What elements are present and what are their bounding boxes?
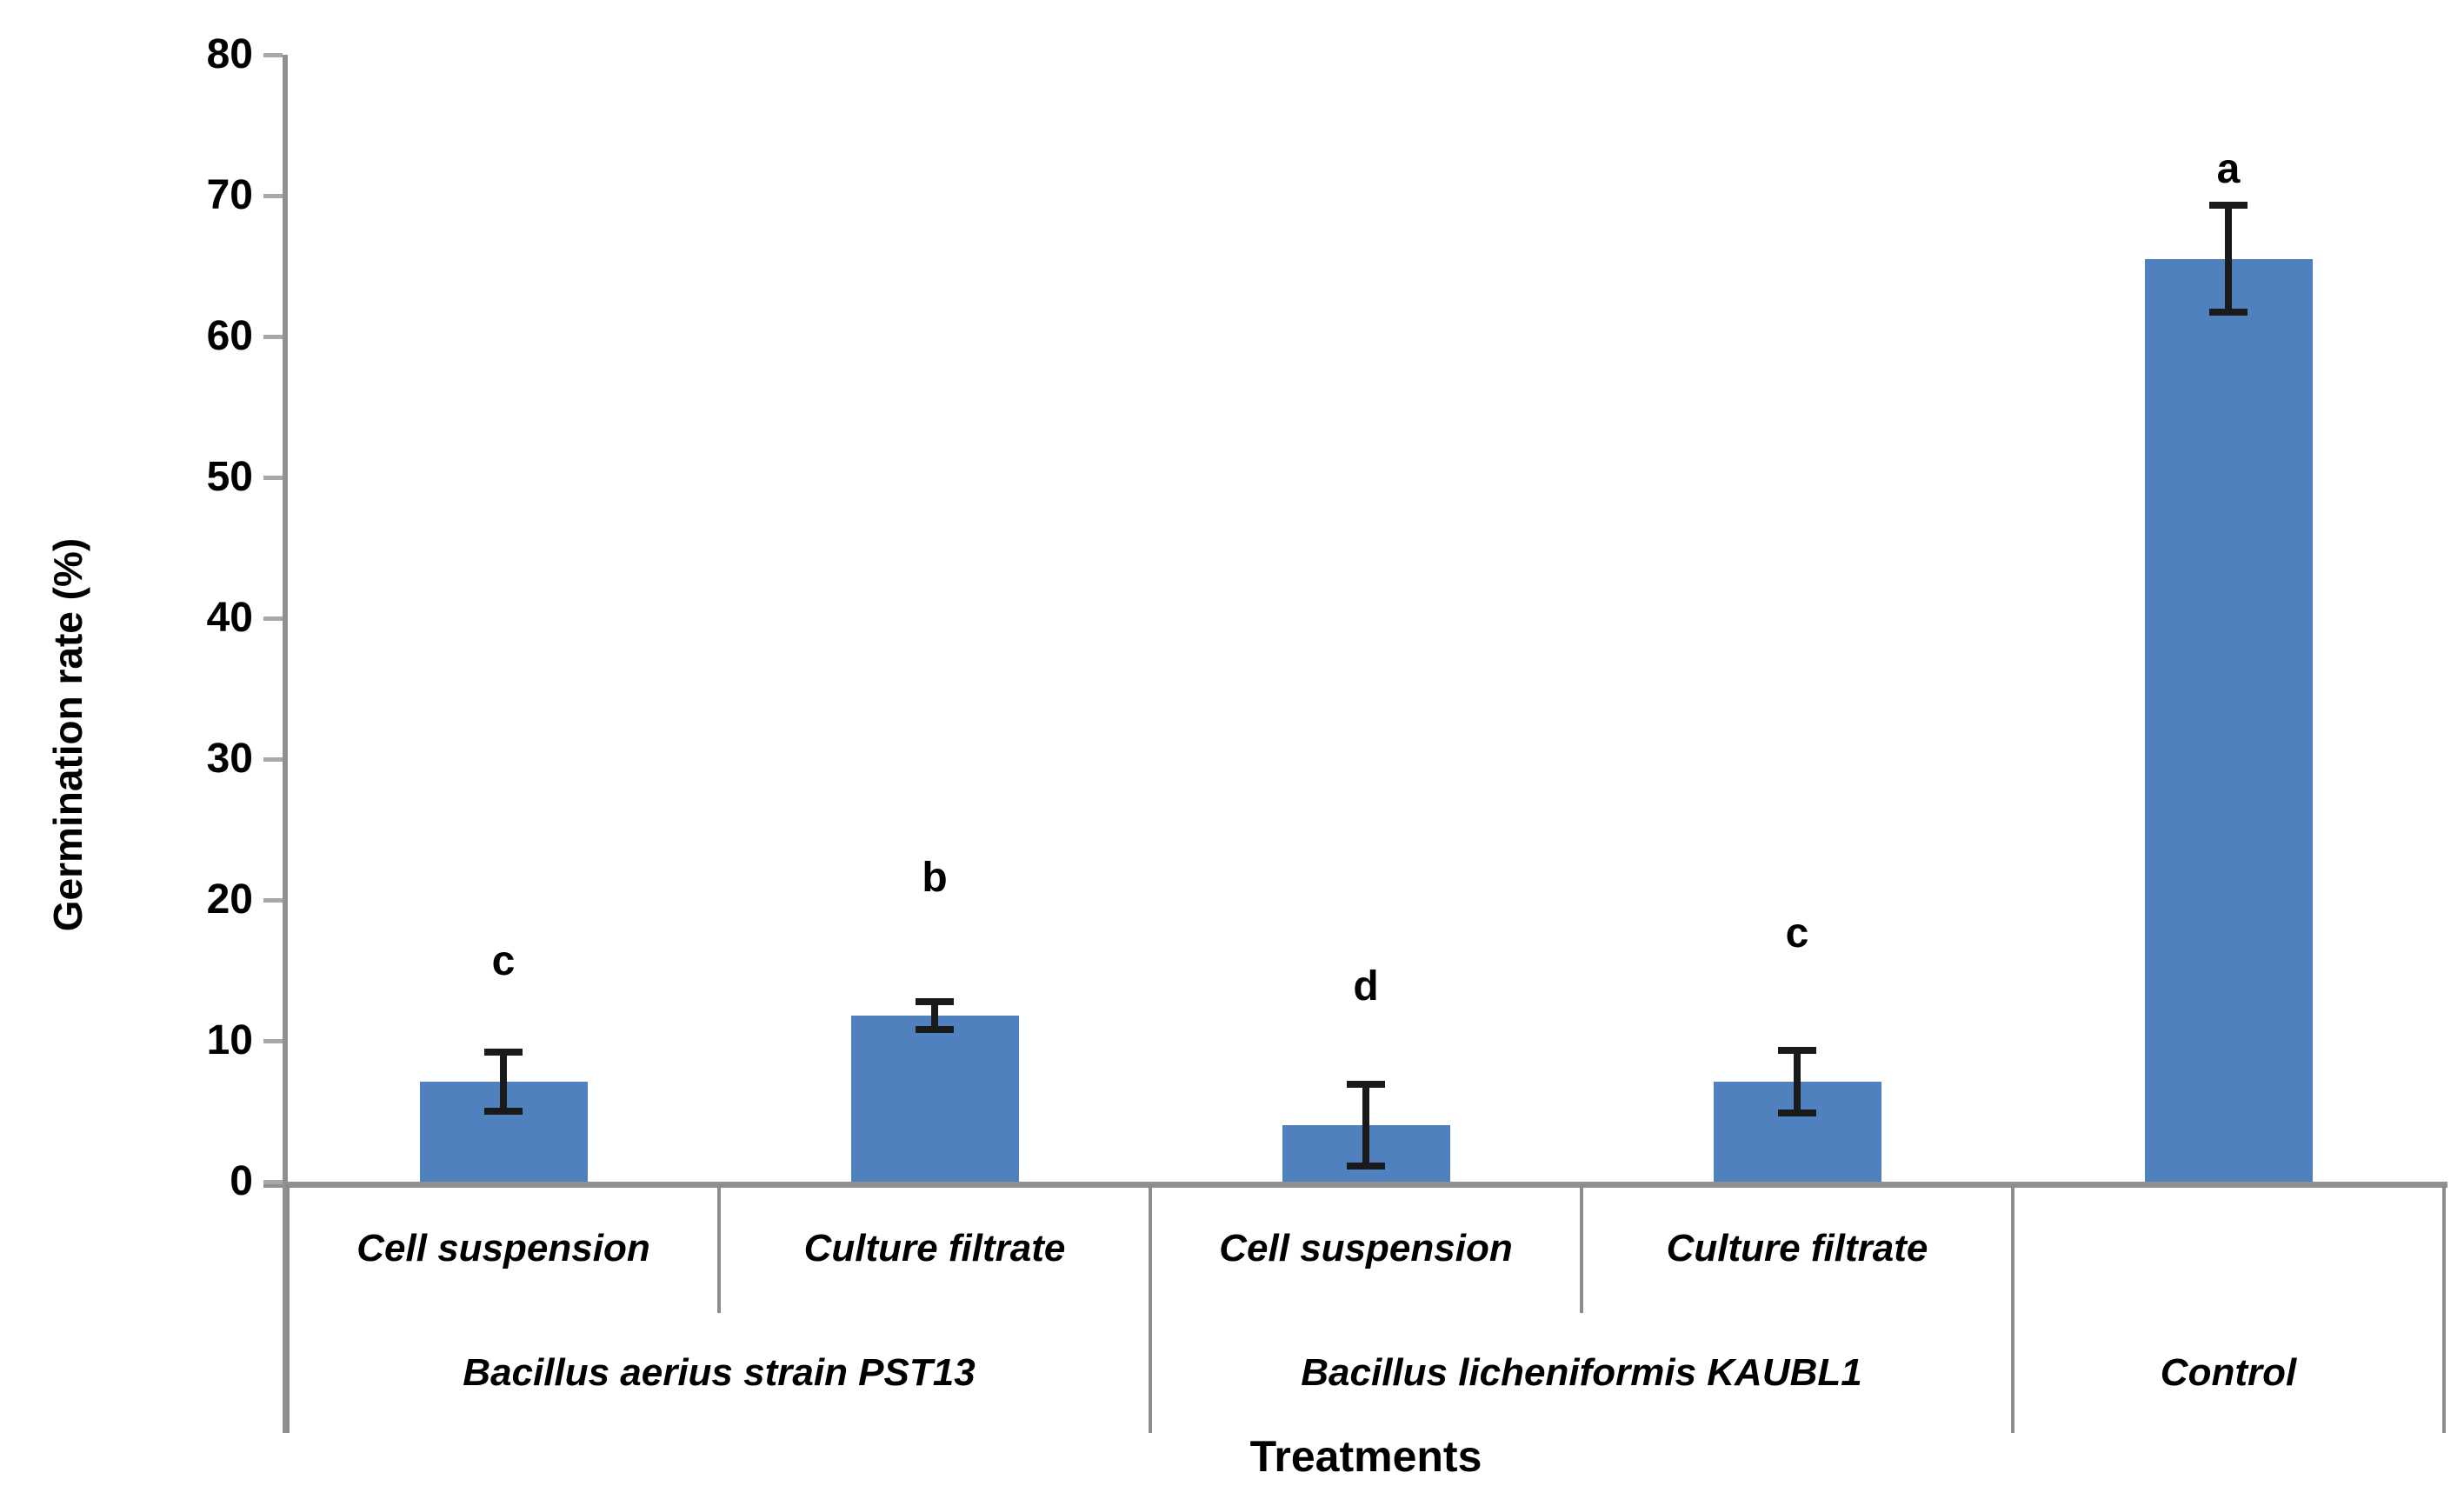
y-tick-mark <box>263 1038 283 1043</box>
error-bar-cap-top <box>484 1048 523 1056</box>
y-tick-mark <box>263 334 283 339</box>
category-separator-line <box>1580 1184 1583 1313</box>
significance-letter: c <box>1785 910 1809 956</box>
y-tick-mark <box>263 193 283 198</box>
error-bar-stem <box>500 1051 507 1111</box>
category-label: Cell suspension <box>356 1227 650 1269</box>
category-label <box>2013 1184 2444 1313</box>
group-separator-line <box>2011 1184 2014 1433</box>
group-label: Bacillus aerius strain PST13 <box>463 1351 976 1394</box>
significance-letter: a <box>2216 146 2241 193</box>
y-tick-mark <box>263 616 283 621</box>
plot-area: 0 10 20 30 40 50 60 70 80 c b d c a <box>207 31 2447 1433</box>
group-separator-line <box>2442 1184 2446 1433</box>
error-bar-cap-bottom <box>484 1108 523 1115</box>
bar-control <box>2144 258 2313 1182</box>
bar-culture-filtrate <box>850 1015 1019 1182</box>
group-label: Bacillus licheniformis KAUBL1 <box>1301 1351 1862 1394</box>
category-label: Cell suspension <box>1219 1227 1513 1269</box>
y-tick-mark <box>263 475 283 480</box>
category-label: Culture filtrate <box>1666 1227 1928 1269</box>
y-tick-label: 60 <box>206 313 253 359</box>
y-tick-label: 10 <box>206 1017 253 1063</box>
y-tick-label: 40 <box>206 595 253 641</box>
category-table: Cell suspension Culture filtrate Cell susp… <box>286 1184 2446 1433</box>
error-bar-cap-bottom <box>2209 309 2248 317</box>
y-tick-mark <box>263 897 283 903</box>
y-tick-mark <box>263 756 283 762</box>
error-bar-cap-bottom <box>1778 1109 1816 1116</box>
y-tick-label: 30 <box>206 736 253 782</box>
group-separator-line <box>286 1184 290 1433</box>
y-tick-label: 0 <box>230 1158 253 1204</box>
error-bar-stem <box>2225 205 2232 313</box>
y-tick-label: 20 <box>206 876 253 923</box>
error-bar-stem <box>1794 1050 1801 1113</box>
y-tick-label: 50 <box>206 454 253 500</box>
significance-letter: b <box>922 855 948 902</box>
category-label: Culture filtrate <box>803 1227 1066 1269</box>
error-bar-cap-bottom <box>916 1026 954 1034</box>
y-tick-mark <box>263 52 283 57</box>
error-bar-cap-top <box>916 997 954 1005</box>
error-bar-stem <box>1362 1084 1369 1167</box>
group-label: Control <box>2160 1351 2297 1394</box>
x-axis-line <box>263 1182 2447 1188</box>
group-separator-line <box>1149 1184 1152 1433</box>
significance-letter: d <box>1353 963 1379 1010</box>
error-bar-cap-bottom <box>1347 1163 1385 1170</box>
error-bar-cap-top <box>1778 1047 1816 1055</box>
category-separator-line <box>717 1184 721 1313</box>
error-bar-stem <box>931 1001 938 1030</box>
y-tick-mark <box>263 1179 283 1184</box>
y-axis-line <box>283 55 288 1433</box>
error-bar-cap-top <box>1347 1081 1385 1089</box>
y-tick-label: 70 <box>206 172 253 218</box>
significance-letter: c <box>491 937 516 984</box>
x-axis-title: Treatments <box>1249 1432 1482 1481</box>
y-tick-label: 80 <box>206 31 253 77</box>
y-axis-title-text: Germination rate (%) <box>45 537 90 932</box>
error-bar-cap-top <box>2209 202 2248 210</box>
